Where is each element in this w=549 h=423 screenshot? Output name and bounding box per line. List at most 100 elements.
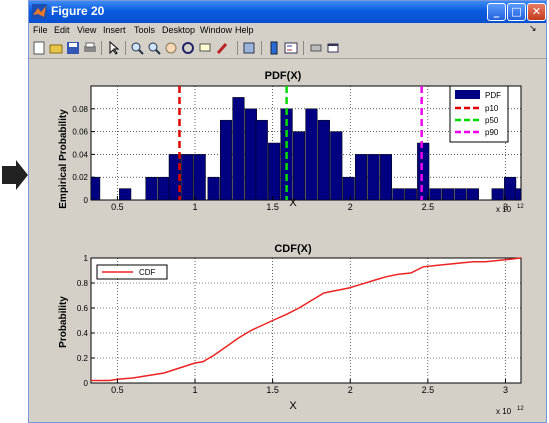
x-tick-label: 2: [348, 385, 353, 395]
pdf-bar: [145, 176, 158, 201]
legend-icon[interactable]: [284, 41, 298, 55]
x-tick-label: 1: [192, 385, 197, 395]
legend-p50-label: p50: [485, 116, 499, 125]
figure-canvas: PDF(X) 0.5 1 1.5 2 2.5 3 0 0.02 0.04 0.06 0.08 X E…: [58, 70, 524, 416]
pdf-x-exponent: 12: [517, 204, 524, 210]
y-tick-label: 0.6: [77, 304, 89, 313]
show-plot-tools-icon[interactable]: [326, 41, 340, 55]
y-tick-label: 0.08: [72, 105, 88, 114]
pdf-legend[interactable]: PDF p10 p50 p90: [449, 85, 509, 143]
menu-edit[interactable]: Edit: [54, 25, 70, 35]
cdf-axes: CDF(X) 0.5 1 1.5 2 2.5 3 0 0.2 0.4 0.6 0.8 1 X Prob…: [58, 243, 524, 416]
rotate-3d-icon[interactable]: [181, 41, 195, 55]
pdf-ylabel: Empirical Probability: [58, 109, 69, 209]
y-tick-label: 0.06: [72, 128, 88, 137]
open-file-icon[interactable]: [49, 41, 63, 55]
pdf-bar: [466, 188, 479, 201]
y-tick-label: 0: [84, 379, 89, 388]
pan-icon[interactable]: [164, 41, 178, 55]
pdf-title: PDF(X): [265, 70, 302, 82]
close-button[interactable]: ✕: [527, 3, 546, 21]
cdf-x-exponent: 12: [517, 406, 524, 412]
figure-window: Figure 20 _ □ ✕ File Edit View Insert To…: [28, 0, 547, 423]
legend-p90-label: p90: [485, 128, 499, 137]
pdf-bar: [330, 131, 343, 201]
cdf-title: CDF(X): [274, 243, 312, 255]
y-tick-label: 1: [84, 254, 89, 263]
select-arrow-icon[interactable]: [107, 41, 121, 55]
figure-toolbar: [29, 38, 546, 59]
menu-desktop[interactable]: Desktop: [162, 25, 196, 35]
pdf-bar: [219, 119, 233, 201]
pdf-bar: [392, 188, 405, 201]
menu-window[interactable]: Window: [200, 25, 233, 35]
pdf-bar: [268, 142, 281, 201]
pdf-bar: [244, 108, 257, 201]
hide-plot-tools-icon[interactable]: [309, 41, 323, 55]
x-tick-label: 1.5: [266, 385, 279, 395]
pdf-bar: [367, 154, 380, 201]
pdf-bar: [90, 176, 101, 201]
zoom-in-icon[interactable]: [130, 41, 144, 55]
menu-file[interactable]: File: [33, 25, 48, 35]
pdf-bar: [292, 131, 306, 201]
minimize-button[interactable]: _: [487, 3, 506, 21]
x-tick-label: 0.5: [111, 385, 124, 395]
pdf-bar: [193, 154, 206, 201]
pdf-x-exponent-label: x 10: [496, 205, 512, 214]
colorbar-icon[interactable]: [267, 41, 281, 55]
matlab-logo-icon: [32, 4, 47, 19]
pdf-bar: [429, 188, 442, 201]
title-bar[interactable]: Figure 20 _ □ ✕: [29, 1, 546, 23]
x-tick-label: 1.5: [266, 202, 279, 212]
legend-cdf-label: CDF: [139, 268, 156, 277]
pdf-bar: [404, 188, 417, 201]
dock-arrow-icon: [2, 160, 28, 190]
brush-icon[interactable]: [215, 41, 229, 55]
pdf-bar: [181, 154, 194, 201]
menu-view[interactable]: View: [77, 25, 97, 35]
menu-help[interactable]: Help: [235, 25, 254, 35]
print-icon[interactable]: [83, 41, 97, 55]
dock-figure-icon[interactable]: ↘: [529, 23, 537, 33]
data-cursor-icon[interactable]: [198, 41, 212, 55]
menu-insert[interactable]: Insert: [103, 25, 126, 35]
x-tick-label: 2.5: [422, 202, 435, 212]
cdf-legend[interactable]: CDF: [96, 264, 168, 280]
menu-tools[interactable]: Tools: [134, 25, 156, 35]
pdf-bar: [504, 176, 517, 201]
pdf-bar: [207, 176, 220, 201]
x-tick-label: 0.5: [111, 202, 124, 212]
legend-pdf-label: PDF: [485, 91, 501, 100]
new-figure-icon[interactable]: [32, 41, 46, 55]
cdf-x-exponent-label: x 10: [496, 407, 512, 416]
pdf-bar: [491, 188, 504, 201]
link-plot-icon[interactable]: [242, 41, 256, 55]
pdf-bar: [379, 154, 393, 201]
pdf-bar: [454, 188, 467, 201]
pdf-bar: [305, 108, 318, 201]
cdf-ylabel: Probability: [58, 296, 69, 348]
pdf-bar: [417, 142, 430, 201]
maximize-button[interactable]: □: [507, 3, 526, 21]
window-title: Figure 20: [51, 4, 105, 18]
pdf-bar: [232, 97, 245, 201]
save-icon[interactable]: [66, 41, 80, 55]
pdf-bar: [157, 176, 171, 201]
pdf-bar: [317, 119, 330, 201]
pdf-xlabel: X: [289, 197, 297, 209]
pdf-bar: [342, 176, 355, 201]
y-tick-label: 0.04: [72, 150, 88, 159]
pdf-bar: [441, 188, 455, 201]
zoom-out-icon[interactable]: [147, 41, 161, 55]
y-tick-label: 0.02: [72, 173, 88, 182]
pdf-axes: PDF(X) 0.5 1 1.5 2 2.5 3 0 0.02 0.04 0.06 0.08 X E…: [58, 70, 524, 214]
cdf-xlabel: X: [289, 400, 297, 412]
y-tick-label: 0.4: [77, 329, 89, 338]
legend-p10-label: p10: [485, 104, 499, 113]
pdf-bar: [119, 188, 132, 201]
x-tick-label: 3: [503, 385, 508, 395]
legend-pdf-swatch: [455, 90, 480, 99]
x-tick-label: 2: [348, 202, 353, 212]
cdf-line: [91, 257, 522, 382]
